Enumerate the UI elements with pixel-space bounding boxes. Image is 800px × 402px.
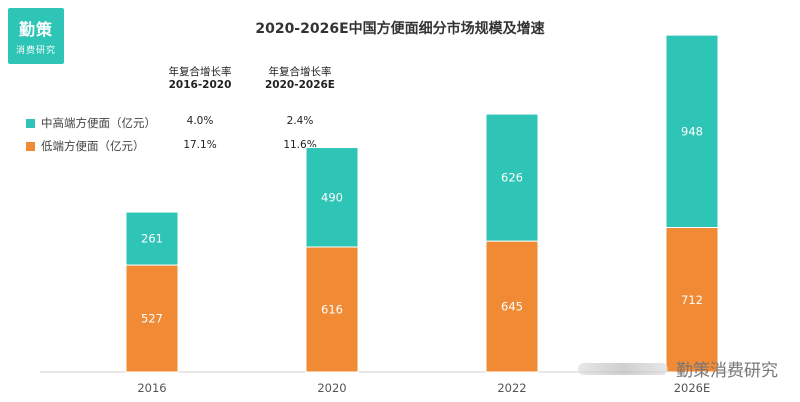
data-label-high-2026E: 948 [681,124,703,138]
legend-label-high: 中高端方便面（亿元） [41,116,156,130]
legend-swatch-high [26,118,35,128]
bar-high-2026E [665,34,719,229]
cagr-header-2-period: 2020-2026E [265,79,335,91]
watermark-blur [578,362,668,375]
legend-item-low: 低端方便面（亿元） [26,138,145,154]
cagr-header-1-period: 2016-2020 [168,79,232,91]
data-label-high-2022: 626 [501,171,523,185]
cagr-header-1-label: 年复合增长率 [168,66,232,78]
bar-low-2020 [305,246,359,373]
cagr-high-2020-2026: 2.4% [286,115,314,127]
cagr-header-2: 年复合增长率 2020-2026E [255,66,345,92]
x-tick-label-2026E: 2026E [674,381,711,395]
x-tick-label-2016: 2016 [137,381,166,395]
cagr-header-1: 年复合增长率 2016-2020 [155,66,245,92]
bar-high-2020 [305,147,359,248]
legend-item-high: 中高端方便面（亿元） [26,115,156,131]
bar-high-2016 [125,211,179,266]
cagr-header-2-label: 年复合增长率 [268,66,332,78]
watermark: 勤策消费研究 [578,356,778,381]
logo-line2: 消费研究 [15,46,56,56]
x-tick-label-2022: 2022 [497,381,526,395]
chart-title: 2020-2026E中国方便面细分市场规模及增速 [255,21,545,37]
data-label-high-2016: 261 [141,232,163,246]
data-label-high-2020: 490 [321,190,343,204]
legend-label-low: 低端方便面（亿元） [41,139,145,153]
data-label-low-2020: 616 [321,302,343,316]
data-label-low-2022: 645 [501,300,523,314]
watermark-text: 勤策消费研究 [676,361,778,381]
brand-logo: 勤策 消费研究 [8,8,64,64]
legend-swatch-low [26,141,35,151]
logo-line1: 勤策 [18,20,53,39]
cagr-high-2016-2020: 4.0% [186,115,214,127]
data-label-low-2026E: 712 [681,293,703,307]
x-tick-label-2020: 2020 [317,381,346,395]
bar-low-2026E [665,227,719,373]
data-label-low-2016: 527 [141,312,163,326]
bar-high-2022 [485,113,539,242]
bar-low-2022 [485,240,539,373]
cagr-low-2016-2020: 17.1% [183,139,217,151]
